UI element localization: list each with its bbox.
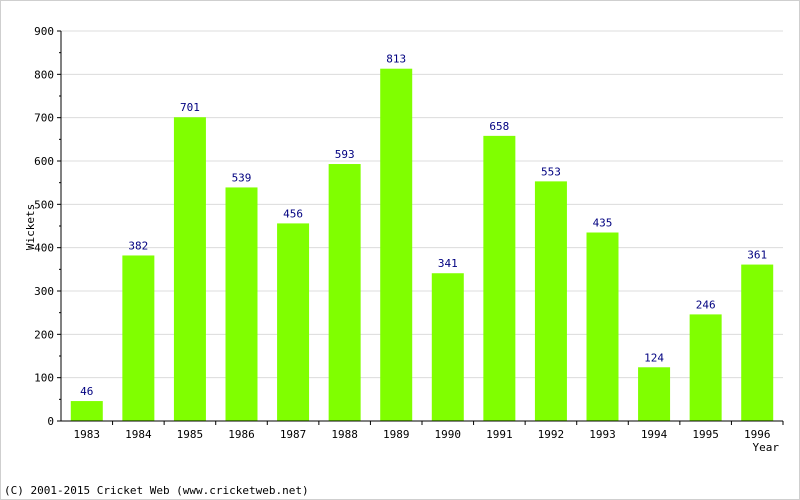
value-label-1990: 341 bbox=[438, 257, 458, 270]
value-label-1988: 593 bbox=[335, 148, 355, 161]
y-tick-label: 800 bbox=[34, 68, 54, 81]
y-tick-label: 300 bbox=[34, 285, 54, 298]
copyright-text: (C) 2001-2015 Cricket Web (www.cricketwe… bbox=[4, 484, 309, 497]
bar-1983 bbox=[70, 401, 103, 421]
value-label-1993: 435 bbox=[593, 217, 613, 230]
bar-1995 bbox=[689, 314, 722, 421]
x-tick-label-1989: 1989 bbox=[383, 428, 410, 441]
value-label-1994: 124 bbox=[644, 351, 664, 364]
bar-1984 bbox=[122, 255, 155, 421]
bar-1994 bbox=[638, 367, 671, 421]
x-tick-label-1990: 1990 bbox=[435, 428, 462, 441]
y-tick-label: 0 bbox=[47, 415, 54, 428]
y-tick-label: 700 bbox=[34, 112, 54, 125]
value-label-1989: 813 bbox=[386, 53, 406, 66]
x-tick-label-1994: 1994 bbox=[641, 428, 668, 441]
value-label-1987: 456 bbox=[283, 207, 303, 220]
value-label-1996: 361 bbox=[747, 249, 767, 262]
bar-1986 bbox=[225, 187, 258, 421]
x-tick-label-1987: 1987 bbox=[280, 428, 307, 441]
bar-1988 bbox=[328, 164, 361, 422]
y-tick-label: 600 bbox=[34, 155, 54, 168]
bar-1989 bbox=[380, 68, 413, 421]
value-label-1992: 553 bbox=[541, 165, 561, 178]
value-label-1991: 658 bbox=[489, 120, 509, 133]
bar-1990 bbox=[431, 273, 464, 421]
value-label-1983: 46 bbox=[80, 385, 93, 398]
value-label-1985: 701 bbox=[180, 101, 200, 114]
y-axis-label: Wickets bbox=[24, 204, 37, 250]
x-tick-label-1985: 1985 bbox=[177, 428, 204, 441]
bar-1996 bbox=[741, 264, 774, 421]
bar-1987 bbox=[277, 223, 310, 421]
x-tick-label-1991: 1991 bbox=[486, 428, 513, 441]
bar-1985 bbox=[173, 117, 206, 421]
y-tick-label: 500 bbox=[34, 198, 54, 211]
bar-1991 bbox=[483, 135, 516, 421]
x-tick-label-1984: 1984 bbox=[125, 428, 152, 441]
x-tick-label-1996: 1996 bbox=[744, 428, 771, 441]
value-label-1995: 246 bbox=[696, 298, 716, 311]
grid bbox=[61, 30, 783, 379]
bar-1992 bbox=[534, 181, 567, 421]
x-tick-label-1983: 1983 bbox=[74, 428, 101, 441]
x-axis-label: Year bbox=[753, 441, 780, 454]
bars bbox=[70, 68, 774, 422]
y-tick-label: 900 bbox=[34, 25, 54, 38]
value-label-1984: 382 bbox=[128, 239, 148, 252]
x-tick-label-1988: 1988 bbox=[331, 428, 358, 441]
axes bbox=[57, 30, 784, 425]
x-tick-label-1992: 1992 bbox=[538, 428, 565, 441]
y-tick-label: 100 bbox=[34, 372, 54, 385]
x-tick-label-1995: 1995 bbox=[692, 428, 719, 441]
value-label-1986: 539 bbox=[232, 171, 252, 184]
y-tick-label: 200 bbox=[34, 328, 54, 341]
bar-1993 bbox=[586, 232, 619, 421]
y-tick-label: 400 bbox=[34, 242, 54, 255]
x-tick-label-1986: 1986 bbox=[228, 428, 255, 441]
labels: 0 100 200 300 400 500 600 700 800 900 46 1983 382 198… bbox=[34, 25, 770, 441]
x-tick-label-1993: 1993 bbox=[589, 428, 616, 441]
